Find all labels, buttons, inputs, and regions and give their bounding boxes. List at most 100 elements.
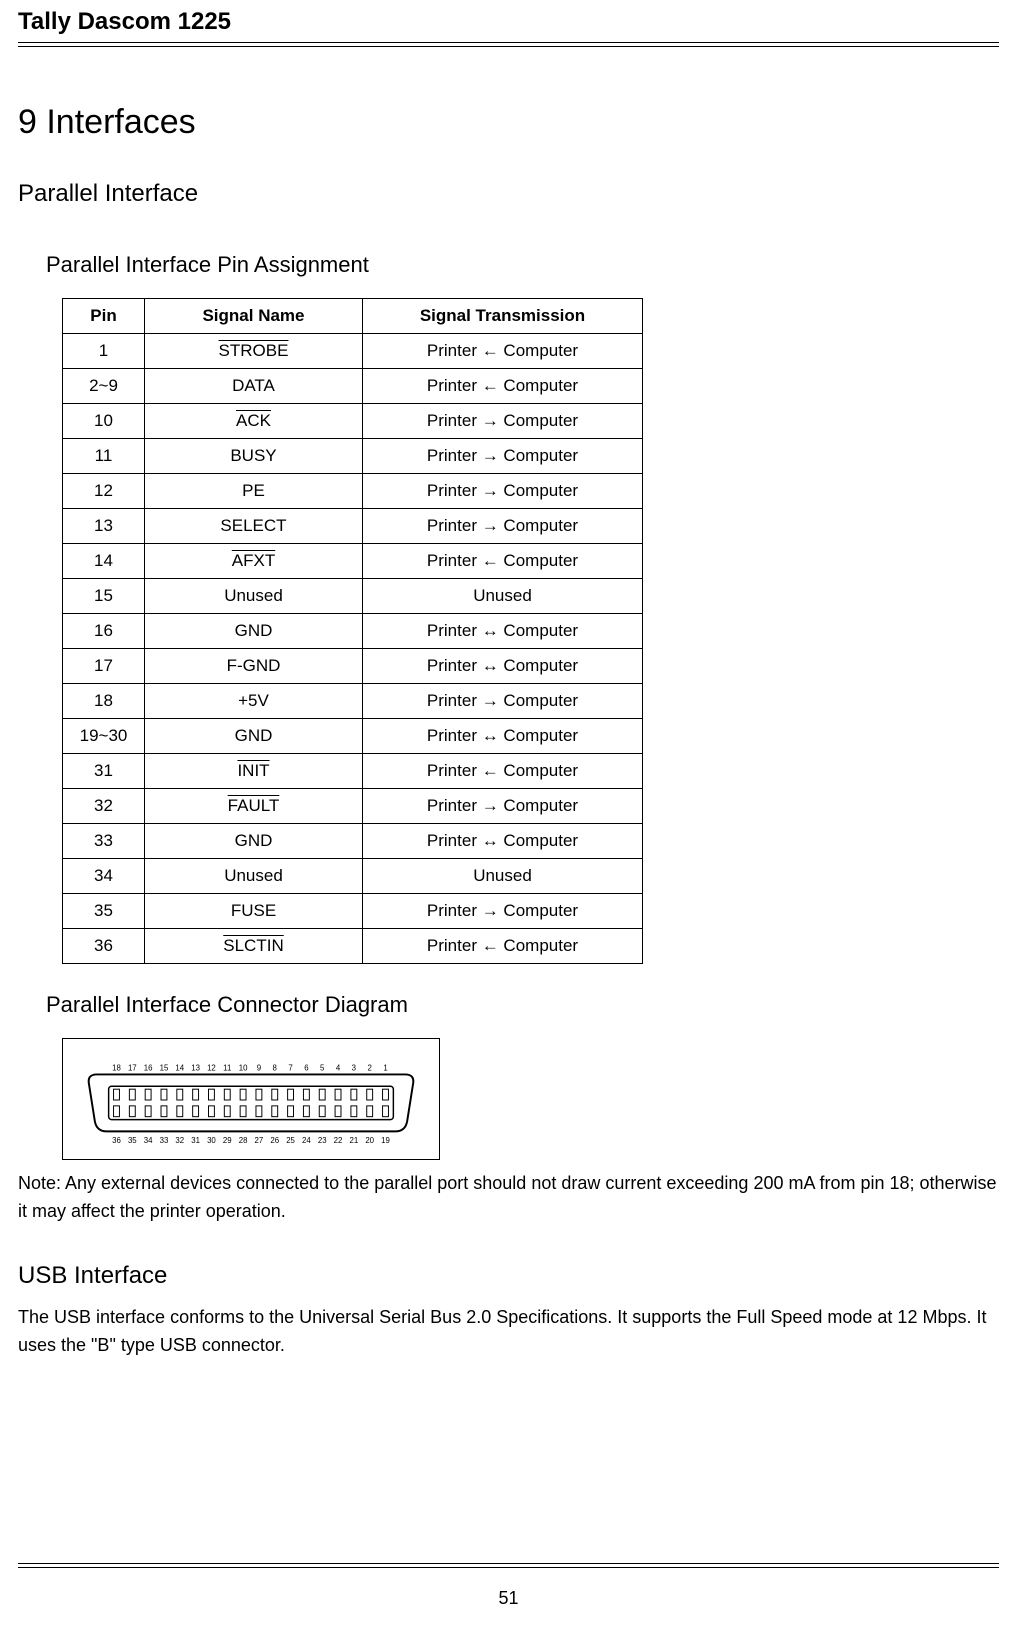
cell-pin: 12 xyxy=(63,474,145,509)
cell-trans: Printer ← Computer xyxy=(363,369,643,404)
svg-text:2: 2 xyxy=(367,1064,371,1073)
cell-signal: PE xyxy=(145,474,363,509)
cell-signal: FAULT xyxy=(145,789,363,824)
svg-text:7: 7 xyxy=(288,1064,292,1073)
cell-pin: 19~30 xyxy=(63,719,145,754)
chapter-title: 9 Interfaces xyxy=(18,103,999,142)
svg-text:12: 12 xyxy=(207,1064,216,1073)
svg-text:16: 16 xyxy=(144,1064,153,1073)
svg-text:11: 11 xyxy=(223,1064,231,1073)
svg-text:19: 19 xyxy=(381,1136,390,1145)
table-row: 15UnusedUnused xyxy=(63,579,643,614)
cell-signal: SELECT xyxy=(145,509,363,544)
cell-trans: Printer → Computer xyxy=(363,894,643,929)
page-number: 51 xyxy=(18,1588,999,1609)
table-row: 14AFXTPrinter ← Computer xyxy=(63,544,643,579)
col-header-pin: Pin xyxy=(63,299,145,334)
cell-signal: GND xyxy=(145,719,363,754)
col-header-signal: Signal Name xyxy=(145,299,363,334)
svg-text:6: 6 xyxy=(304,1064,309,1073)
cell-signal: Unused xyxy=(145,579,363,614)
table-row: 11BUSYPrinter → Computer xyxy=(63,439,643,474)
cell-pin: 13 xyxy=(63,509,145,544)
cell-signal: Unused xyxy=(145,859,363,894)
cell-pin: 16 xyxy=(63,614,145,649)
cell-trans: Printer ← Computer xyxy=(363,929,643,964)
svg-text:4: 4 xyxy=(336,1064,341,1073)
cell-signal: +5V xyxy=(145,684,363,719)
cell-pin: 33 xyxy=(63,824,145,859)
svg-text:34: 34 xyxy=(144,1136,153,1145)
svg-text:23: 23 xyxy=(318,1136,327,1145)
table-row: 19~30GNDPrinter ↔ Computer xyxy=(63,719,643,754)
cell-pin: 17 xyxy=(63,649,145,684)
table-row: 13SELECTPrinter → Computer xyxy=(63,509,643,544)
table-row: 35FUSEPrinter → Computer xyxy=(63,894,643,929)
cell-trans: Printer ← Computer xyxy=(363,754,643,789)
cell-pin: 2~9 xyxy=(63,369,145,404)
svg-text:17: 17 xyxy=(128,1064,137,1073)
svg-text:9: 9 xyxy=(257,1064,261,1073)
svg-text:8: 8 xyxy=(273,1064,278,1073)
usb-section-title: USB Interface xyxy=(18,1262,999,1290)
svg-text:13: 13 xyxy=(191,1064,200,1073)
table-row: 18+5VPrinter → Computer xyxy=(63,684,643,719)
cell-trans: Printer → Computer xyxy=(363,684,643,719)
connector-diagram-box: 1817161514131211109876543213635343332313… xyxy=(62,1038,440,1160)
svg-text:31: 31 xyxy=(191,1136,200,1145)
svg-text:18: 18 xyxy=(112,1064,121,1073)
table-row: 17F-GNDPrinter ↔ Computer xyxy=(63,649,643,684)
cell-pin: 32 xyxy=(63,789,145,824)
table-row: 34UnusedUnused xyxy=(63,859,643,894)
cell-signal: GND xyxy=(145,614,363,649)
cell-trans: Printer → Computer xyxy=(363,439,643,474)
cell-signal: DATA xyxy=(145,369,363,404)
cell-trans: Unused xyxy=(363,579,643,614)
cell-trans: Printer → Computer xyxy=(363,404,643,439)
cell-trans: Printer → Computer xyxy=(363,789,643,824)
usb-text: The USB interface conforms to the Univer… xyxy=(18,1304,999,1360)
table-row: 36SLCTINPrinter ← Computer xyxy=(63,929,643,964)
connector-diagram-svg: 1817161514131211109876543213635343332313… xyxy=(69,1045,433,1153)
svg-text:29: 29 xyxy=(223,1136,232,1145)
table-row: 31INITPrinter ← Computer xyxy=(63,754,643,789)
header-product: Tally Dascom 1225 xyxy=(18,0,999,42)
cell-signal: STROBE xyxy=(145,334,363,369)
table-header-row: Pin Signal Name Signal Transmission xyxy=(63,299,643,334)
cell-signal: ACK xyxy=(145,404,363,439)
table-row: 32FAULTPrinter → Computer xyxy=(63,789,643,824)
cell-trans: Printer ↔ Computer xyxy=(363,719,643,754)
col-header-trans: Signal Transmission xyxy=(363,299,643,334)
svg-text:3: 3 xyxy=(352,1064,357,1073)
cell-trans: Printer ↔ Computer xyxy=(363,614,643,649)
cell-signal: INIT xyxy=(145,754,363,789)
svg-text:30: 30 xyxy=(207,1136,216,1145)
parallel-note: Note: Any external devices connected to … xyxy=(18,1170,999,1226)
cell-signal: F-GND xyxy=(145,649,363,684)
svg-text:21: 21 xyxy=(349,1136,358,1145)
cell-trans: Printer ↔ Computer xyxy=(363,649,643,684)
table-row: 10ACKPrinter → Computer xyxy=(63,404,643,439)
cell-pin: 35 xyxy=(63,894,145,929)
svg-text:15: 15 xyxy=(160,1064,169,1073)
svg-text:22: 22 xyxy=(334,1136,343,1145)
header-rule xyxy=(18,42,999,47)
cell-pin: 31 xyxy=(63,754,145,789)
cell-pin: 36 xyxy=(63,929,145,964)
svg-text:33: 33 xyxy=(160,1136,169,1145)
connector-diagram-title: Parallel Interface Connector Diagram xyxy=(46,992,999,1018)
svg-text:28: 28 xyxy=(239,1136,248,1145)
svg-text:32: 32 xyxy=(175,1136,184,1145)
cell-signal: AFXT xyxy=(145,544,363,579)
cell-signal: SLCTIN xyxy=(145,929,363,964)
cell-pin: 10 xyxy=(63,404,145,439)
svg-text:14: 14 xyxy=(175,1064,184,1073)
cell-signal: GND xyxy=(145,824,363,859)
cell-signal: BUSY xyxy=(145,439,363,474)
footer-rule xyxy=(18,1563,999,1568)
pin-assignment-table: Pin Signal Name Signal Transmission 1STR… xyxy=(62,298,643,964)
svg-text:36: 36 xyxy=(112,1136,121,1145)
cell-pin: 18 xyxy=(63,684,145,719)
svg-text:1: 1 xyxy=(383,1064,387,1073)
footer: 51 xyxy=(18,1563,999,1609)
